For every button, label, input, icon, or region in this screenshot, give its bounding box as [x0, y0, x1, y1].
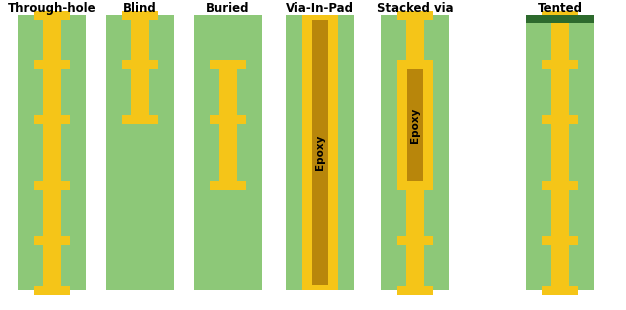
- Bar: [131, 15, 149, 119]
- Bar: [397, 64, 433, 185]
- Bar: [34, 11, 70, 20]
- Bar: [34, 181, 70, 190]
- Bar: [397, 60, 433, 69]
- Text: Tented: Tented: [538, 2, 583, 15]
- Bar: [542, 236, 578, 245]
- Bar: [122, 60, 158, 69]
- Bar: [542, 286, 578, 294]
- Text: Stacked via: Stacked via: [377, 2, 453, 15]
- Text: Blind: Blind: [123, 2, 157, 15]
- Bar: [526, 15, 594, 290]
- Bar: [34, 236, 70, 245]
- Bar: [542, 11, 578, 20]
- Bar: [397, 286, 433, 294]
- Bar: [210, 115, 246, 124]
- Bar: [542, 60, 578, 69]
- Bar: [406, 185, 424, 290]
- Bar: [542, 115, 578, 124]
- Bar: [34, 60, 70, 69]
- Bar: [397, 181, 433, 190]
- Text: Epoxy: Epoxy: [315, 135, 325, 170]
- Bar: [34, 115, 70, 124]
- Text: Epoxy: Epoxy: [410, 107, 420, 143]
- Bar: [542, 181, 578, 190]
- Bar: [397, 181, 433, 190]
- Bar: [286, 15, 354, 290]
- Bar: [526, 15, 594, 23]
- Text: Through-hole: Through-hole: [8, 2, 96, 15]
- Bar: [210, 60, 246, 69]
- Bar: [43, 15, 61, 290]
- Bar: [406, 15, 424, 64]
- Bar: [407, 67, 423, 184]
- Bar: [194, 15, 262, 290]
- Bar: [34, 286, 70, 294]
- Bar: [18, 15, 86, 290]
- Text: Via-In-Pad: Via-In-Pad: [286, 2, 354, 15]
- Bar: [397, 11, 433, 20]
- Text: Buried: Buried: [206, 2, 250, 15]
- Bar: [551, 15, 569, 290]
- Bar: [397, 60, 433, 69]
- Bar: [397, 236, 433, 245]
- Bar: [106, 15, 174, 290]
- Bar: [122, 11, 158, 20]
- Bar: [210, 181, 246, 190]
- Bar: [302, 15, 338, 290]
- Bar: [122, 115, 158, 124]
- Bar: [219, 64, 237, 185]
- Bar: [381, 15, 449, 290]
- Bar: [312, 20, 328, 285]
